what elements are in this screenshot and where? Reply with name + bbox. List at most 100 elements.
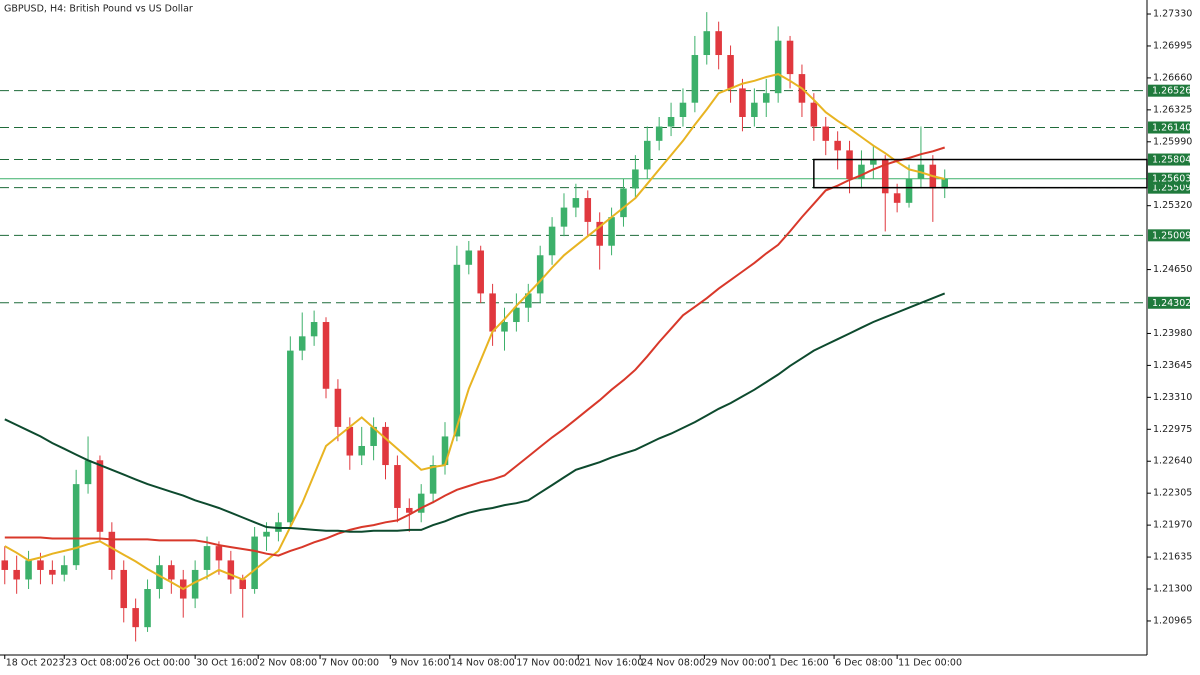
candle-body [620, 188, 627, 218]
candle-body [13, 569, 20, 580]
x-tick-label: 17 Nov 00:00 [516, 658, 580, 669]
y-tick-label: 1.21970 [1153, 520, 1192, 531]
x-tick-label: 6 Dec 08:00 [835, 658, 893, 669]
x-tick-label: 24 Nov 08:00 [641, 658, 705, 669]
candle-body [572, 198, 580, 208]
level-label-box [1148, 153, 1190, 166]
y-tick-label: 1.22975 [1153, 424, 1192, 435]
candle-body [156, 565, 163, 590]
candle-body [251, 536, 258, 590]
candle-body [203, 546, 211, 570]
candle-body [691, 55, 699, 103]
candle-body [322, 322, 330, 389]
candle-body [120, 569, 128, 609]
x-tick-label: 11 Dec 00:00 [898, 658, 962, 669]
y-tick-label: 1.20965 [1153, 615, 1192, 626]
candle-body [84, 460, 92, 485]
candle-body [417, 493, 425, 513]
candle-body [893, 193, 901, 203]
candle-body [774, 40, 782, 94]
y-tick-label: 1.24650 [1153, 264, 1192, 275]
y-tick-label: 1.27330 [1153, 9, 1192, 20]
y-tick-label: 1.21635 [1153, 552, 1192, 563]
candle-body [643, 140, 651, 170]
level-label-box [1148, 121, 1190, 134]
candle-body [25, 560, 32, 580]
level-label-box [1148, 84, 1190, 97]
candle-body [667, 117, 675, 127]
candle-body [144, 589, 151, 628]
y-tick-label: 1.25320 [1153, 200, 1192, 211]
candle-body [49, 569, 56, 575]
candle-body [429, 465, 437, 494]
candle-body [346, 426, 354, 456]
x-tick-label: 18 Oct 2023 [6, 658, 65, 669]
x-tick-label: 1 Dec 16:00 [771, 658, 829, 669]
y-tick-label: 1.22640 [1153, 456, 1192, 467]
candle-body [60, 565, 68, 575]
candle-body [858, 164, 865, 179]
level-label: 1.25009 [1152, 230, 1191, 241]
x-tick-label: 26 Oct 00:00 [128, 658, 190, 669]
candle-body [394, 465, 401, 508]
moving-average [4, 73, 945, 591]
y-tick-label: 1.25990 [1153, 136, 1192, 147]
candle-body [441, 436, 449, 466]
x-tick-label: 23 Oct 08:00 [65, 658, 127, 669]
candle-body [703, 31, 711, 56]
level-label-box [1148, 229, 1190, 242]
x-tick-label: 14 Nov 08:00 [451, 658, 515, 669]
candle-body [655, 126, 663, 141]
moving-average [4, 292, 946, 533]
x-tick-label: 2 Nov 08:00 [259, 658, 317, 669]
x-tick-label: 21 Nov 16:00 [579, 658, 643, 669]
x-tick-label: 29 Nov 00:00 [705, 658, 769, 669]
y-tick-label: 1.23310 [1153, 392, 1192, 403]
candle-body [358, 445, 365, 456]
candle-body [477, 250, 484, 294]
x-tick-label: 30 Oct 16:00 [196, 658, 258, 669]
chart-title: GBPUSD, H4: British Pound vs US Dollar [4, 4, 193, 15]
candle-body [881, 159, 889, 194]
candle-body [370, 426, 377, 446]
current-price-label: 1.25603 [1152, 174, 1191, 185]
level-label: 1.26526 [1152, 86, 1191, 97]
y-tick-label: 1.26325 [1153, 104, 1192, 115]
candle-body [287, 350, 294, 523]
candle-body [905, 178, 913, 203]
candle-body [310, 322, 318, 337]
candle-body [37, 560, 44, 570]
plot-area [0, 12, 1148, 642]
candle-body [596, 221, 603, 246]
candle-body [501, 322, 508, 332]
x-tick-label: 9 Nov 16:00 [391, 658, 449, 669]
candle-body [560, 207, 568, 227]
candle-body [1, 560, 9, 570]
candle-body [132, 608, 139, 628]
candle-body [215, 546, 223, 561]
candle-body [846, 150, 853, 179]
x-tick-label: 7 Nov 00:00 [321, 658, 379, 669]
candle-body [298, 336, 306, 351]
level-label: 1.24302 [1152, 298, 1191, 309]
level-label: 1.25804 [1152, 155, 1191, 166]
candle-body [739, 88, 746, 118]
candle-body [489, 293, 496, 332]
candle-body [108, 531, 116, 570]
candle-body [632, 169, 639, 189]
y-tick-label: 1.23980 [1153, 328, 1192, 339]
moving-average [4, 146, 946, 557]
level-label: 1.26140 [1152, 122, 1191, 133]
candle-body [608, 217, 615, 246]
candle-body [168, 565, 175, 580]
level-label: 1.25509 [1152, 183, 1191, 194]
y-tick-label: 1.23645 [1153, 360, 1192, 371]
candle-body [762, 93, 770, 103]
candle-body [548, 226, 556, 256]
candle-body [453, 264, 461, 437]
axes: 1.27330 1.26995 1.26660 1.26325 1.25990 1.253… [4, 9, 1192, 669]
candle-body [751, 102, 758, 118]
candle-body [584, 198, 592, 222]
